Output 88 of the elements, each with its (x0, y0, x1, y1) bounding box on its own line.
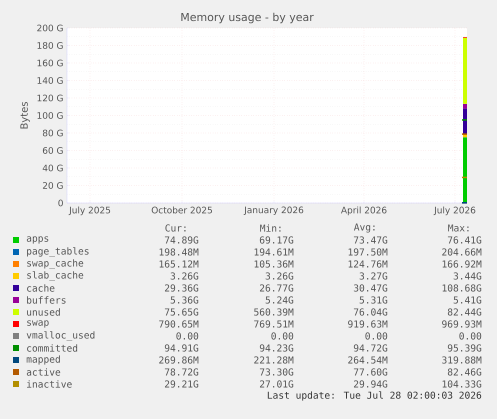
legend-label: cache (27, 284, 54, 292)
text: 5.31G (360, 296, 388, 304)
x-tick-label: April 2026 (340, 206, 387, 216)
legend-label: buffers (27, 296, 66, 304)
y-tick-label: 180 G (38, 42, 63, 49)
y-tick-label: 140 G (38, 77, 63, 84)
y-tick-label: 80 G (42, 130, 63, 136)
text: 0.00 (176, 332, 198, 340)
legend-label: inactive (27, 380, 72, 388)
text: 264.54M (348, 356, 388, 364)
y-tick-label: 200 G (37, 24, 63, 32)
text: 560.39M (254, 308, 294, 316)
text: 166.92M (442, 260, 482, 268)
text: Min: (260, 224, 280, 232)
text: 3.27G (360, 272, 388, 280)
text: 82.44G (448, 308, 482, 316)
y-axis-title: Bytes (20, 102, 30, 128)
text: 95.39G (448, 344, 482, 352)
y-tick-label: 120 G (38, 94, 63, 102)
legend-label: apps (26, 236, 48, 244)
text: 82.46G (448, 368, 482, 376)
chart-title: Memory usage - by year (181, 12, 314, 24)
legend-label: unused (27, 308, 60, 316)
text: 29.94G (354, 380, 388, 388)
text: 78.72G (164, 368, 198, 376)
text: 0.00 (459, 332, 482, 340)
text: 5.36G (170, 296, 198, 304)
text: 29.36G (164, 284, 198, 292)
text: 73.30G (260, 368, 294, 376)
legend-label: committed (27, 344, 78, 352)
x-tick-label: July 2025 (68, 206, 110, 216)
text: 124.76M (348, 260, 388, 268)
text: 76.41G (448, 236, 482, 244)
text: 204.66M (442, 248, 482, 256)
legend-label: swap (27, 320, 49, 328)
text: 73.47G (354, 236, 388, 244)
text: 790.65M (159, 320, 198, 328)
x-tick-label: July 2026 (434, 206, 476, 216)
text: 319.88M (442, 356, 482, 364)
y-tick-label: 60 G (42, 147, 63, 154)
legend-label: swap_cache (27, 259, 84, 269)
text: Avg: (354, 223, 374, 233)
text: 94.91G (164, 344, 198, 352)
legend-label: vmalloc_used (26, 331, 94, 341)
text: Last update: Tue Jul 28 02:00:03 2026 (268, 391, 482, 401)
text: 77.60G (354, 368, 388, 376)
text: 3.26G (170, 272, 198, 280)
y-tick-label: 160 G (38, 60, 63, 66)
text: 94.72G (354, 344, 388, 352)
text: 30.47G (354, 284, 388, 292)
text: 75.65G (164, 308, 198, 316)
text: 69.17G (260, 236, 294, 244)
y-tick-label: 20 G (42, 182, 63, 189)
legend-label: page_tables (27, 247, 89, 257)
x-tick-label: January 2026 (244, 206, 304, 216)
text: 165.12M (160, 260, 198, 268)
legend-label: slab_cache (27, 271, 84, 281)
text: 29.21G (164, 380, 198, 388)
y-tick-label: 100 G (38, 112, 63, 119)
legend-label: active (26, 368, 60, 376)
text: 3.26G (266, 272, 294, 280)
text: 919.63M (348, 320, 388, 328)
text: 197.50M (348, 248, 388, 256)
text: 769.51M (254, 320, 294, 328)
text: 94.23G (260, 344, 294, 352)
text: 221.28M (254, 356, 294, 364)
text: 5.41G (454, 296, 482, 304)
text: 969.93M (442, 320, 482, 328)
legend-label: mapped (26, 355, 60, 365)
text: 105.36M (254, 260, 294, 268)
text: 0.00 (365, 332, 388, 340)
text: 198.48M (160, 248, 198, 256)
text: 104.33G (442, 380, 482, 388)
text: 26.77G (260, 284, 294, 292)
text: 108.68G (442, 284, 482, 292)
text: 3.44G (454, 272, 482, 280)
text: Cur: (165, 224, 186, 232)
text: Max: (448, 224, 468, 232)
text: 76.04G (354, 308, 388, 316)
y-tick-label: 0 (58, 200, 63, 206)
text: 269.86M (159, 356, 198, 364)
text: 0.00 (271, 332, 294, 340)
text: 5.24G (266, 296, 294, 304)
y-tick-label: 40 G (42, 164, 63, 172)
x-tick-label: October 2025 (152, 206, 212, 214)
text: 74.89G (164, 236, 198, 244)
text: 194.61M (254, 248, 294, 256)
text: 27.01G (260, 380, 294, 388)
